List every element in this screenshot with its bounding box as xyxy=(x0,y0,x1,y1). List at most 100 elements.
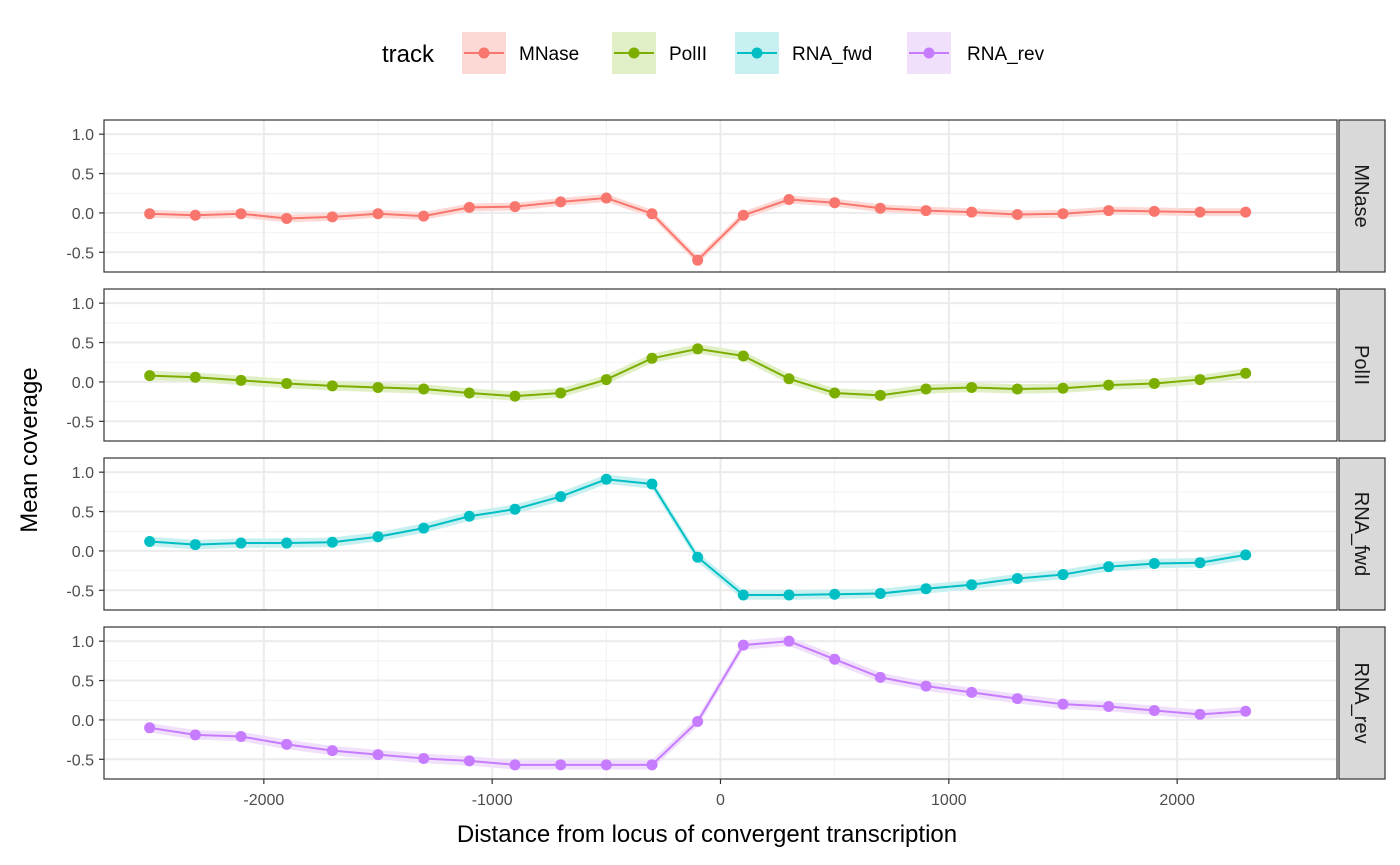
panel-rna-rev: -0.5 0.0 0.5 1.0 RNA_rev xyxy=(66,626,1386,780)
data-point xyxy=(874,587,886,599)
facet-strip-label: RNA_rev xyxy=(1350,662,1372,743)
data-point xyxy=(692,551,704,563)
data-point xyxy=(783,589,795,601)
data-point xyxy=(235,208,247,220)
y-tick-label: 0.0 xyxy=(72,713,94,730)
data-point xyxy=(1103,205,1115,217)
legend-title: track xyxy=(382,41,435,68)
data-point xyxy=(1011,693,1023,705)
y-tick-label: 0.5 xyxy=(72,674,94,691)
data-point xyxy=(920,583,932,595)
data-point xyxy=(692,254,704,266)
data-point xyxy=(829,387,841,399)
data-point xyxy=(509,759,521,771)
data-point xyxy=(829,653,841,665)
legend-entry-label: MNase xyxy=(519,44,579,65)
data-point xyxy=(692,716,704,728)
legend-entry-label: RNA_rev xyxy=(967,44,1045,65)
data-point xyxy=(555,759,567,771)
data-point xyxy=(144,370,156,382)
data-point xyxy=(1057,208,1069,220)
facet-strip-label: MNase xyxy=(1350,164,1372,227)
y-tick-label: 1.0 xyxy=(72,127,94,144)
data-point xyxy=(692,343,704,355)
y-tick-label: 0.0 xyxy=(72,206,94,223)
panel-rna-fwd: -0.5 0.0 0.5 1.0 RNA_fwd xyxy=(66,457,1386,611)
data-point xyxy=(966,381,978,393)
y-tick-label: -0.5 xyxy=(66,414,94,431)
data-point xyxy=(1103,701,1115,713)
data-point xyxy=(874,671,886,683)
panel-polii: -0.5 0.0 0.5 1.0 PolII xyxy=(66,288,1386,442)
data-point xyxy=(1240,549,1252,561)
data-point xyxy=(372,531,384,543)
panel-border xyxy=(103,119,1338,273)
y-tick-label: -0.5 xyxy=(66,245,94,262)
data-point xyxy=(600,192,612,204)
y-tick-label: 1.0 xyxy=(72,296,94,313)
panel-mnase: -0.5 0.0 0.5 1.0 MNase xyxy=(66,119,1386,273)
data-point xyxy=(372,381,384,393)
data-point xyxy=(783,194,795,206)
data-point xyxy=(1148,378,1160,390)
data-point xyxy=(737,350,749,362)
data-point xyxy=(920,205,932,217)
data-point xyxy=(1240,367,1252,379)
data-point xyxy=(1057,382,1069,394)
legend-entry-label: PolII xyxy=(669,44,707,65)
data-point xyxy=(920,680,932,692)
data-point xyxy=(144,208,156,220)
data-point xyxy=(326,745,338,757)
data-point xyxy=(1148,704,1160,716)
data-point xyxy=(966,206,978,218)
data-point xyxy=(418,210,430,222)
legend-entry-mnase: MNase xyxy=(462,32,579,74)
data-point xyxy=(555,196,567,208)
data-point xyxy=(189,729,201,741)
data-point xyxy=(1103,379,1115,391)
data-point xyxy=(189,371,201,383)
y-tick-label: 0.5 xyxy=(72,336,94,353)
data-point xyxy=(737,589,749,601)
data-point xyxy=(600,374,612,386)
data-point xyxy=(463,387,475,399)
data-point xyxy=(235,730,247,742)
legend-key-point xyxy=(628,47,640,59)
facet-strip xyxy=(1338,119,1386,273)
data-point xyxy=(1194,708,1206,720)
data-point xyxy=(829,588,841,600)
data-point xyxy=(737,209,749,221)
data-point xyxy=(463,755,475,767)
x-tick-label: -2000 xyxy=(243,792,284,809)
data-point xyxy=(1057,569,1069,581)
data-point xyxy=(463,510,475,522)
data-point xyxy=(783,635,795,647)
data-point xyxy=(281,738,293,750)
data-point xyxy=(281,378,293,390)
x-axis: -2000 -1000 0 1000 2000 xyxy=(243,779,1195,809)
data-point xyxy=(326,536,338,548)
data-point xyxy=(920,383,932,395)
data-point xyxy=(1194,557,1206,569)
data-point xyxy=(326,211,338,223)
data-point xyxy=(829,197,841,209)
y-tick-label: 0.5 xyxy=(72,167,94,184)
data-point xyxy=(509,503,521,515)
y-tick-label: -0.5 xyxy=(66,583,94,600)
data-point xyxy=(1011,572,1023,584)
y-tick-label: 0.0 xyxy=(72,375,94,392)
legend-entry-rna-rev: RNA_rev xyxy=(907,32,1045,74)
facet-strip xyxy=(1338,626,1386,780)
y-tick-label: 1.0 xyxy=(72,465,94,482)
data-point xyxy=(418,522,430,534)
y-axis-title: Mean coverage xyxy=(16,367,43,532)
data-point xyxy=(783,373,795,385)
data-point xyxy=(235,537,247,549)
panel-border xyxy=(103,457,1338,611)
data-point xyxy=(1194,374,1206,386)
data-point xyxy=(600,759,612,771)
data-point xyxy=(418,383,430,395)
data-point xyxy=(874,389,886,401)
data-point xyxy=(1057,698,1069,710)
data-point xyxy=(1240,705,1252,717)
